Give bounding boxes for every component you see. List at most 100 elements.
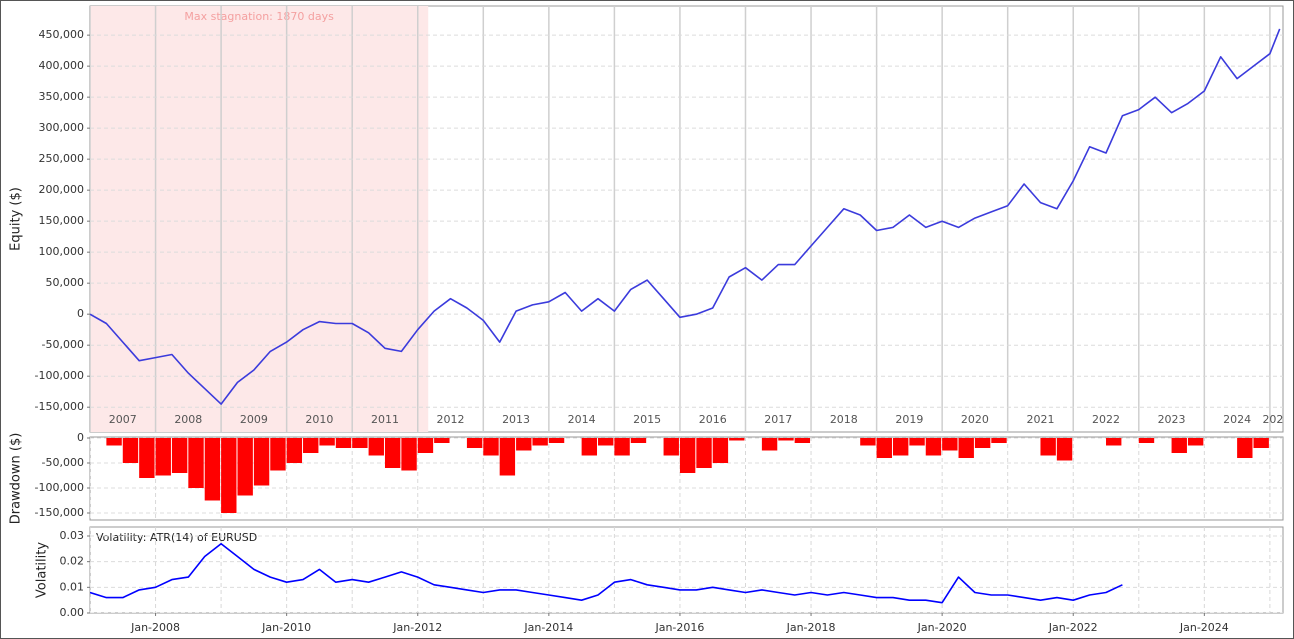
drawdown-bar [892,438,909,456]
drawdown-bar [319,438,335,446]
y-tick-label: 0.02 [60,555,85,568]
plot-area: Volatility: ATR(14) of EURUSD [90,527,1283,613]
x-tick-label: Jan-2018 [786,621,836,634]
drawdown-bar [466,438,483,448]
x-tick-label: Jan-2014 [523,621,573,634]
y-tick-label: 0.00 [60,606,85,619]
year-label: 2022 [1092,413,1120,426]
y-tick-label: 150,000 [39,214,85,227]
drawdown-bar [942,438,958,451]
year-label: 2018 [830,413,858,426]
drawdown-bar [991,438,1007,443]
year-label: 2015 [633,413,661,426]
drawdown-bar [417,438,434,453]
drawdown-bar [761,438,778,451]
x-tick-label: Jan-2010 [261,621,311,634]
y-tick-label: -100,000 [35,369,84,382]
drawdown-bar [1237,438,1253,458]
drawdown-bar [663,438,679,456]
drawdown-bar [1187,438,1204,446]
year-label: 2012 [437,413,465,426]
x-tick-label: Jan-2024 [1179,621,1229,634]
x-tick-label: Jan-2022 [1048,621,1098,634]
x-tick-label: Jan-2016 [654,621,704,634]
y-tick-label: 50,000 [46,276,85,289]
y-tick-label: 0.03 [60,529,85,542]
drawdown-bar [974,438,991,448]
y-tick-label: 350,000 [39,90,85,103]
drawdown-bar [139,438,155,478]
drawdown-bar [516,438,532,451]
drawdown-bar [794,438,811,443]
drawdown-bar [303,438,319,453]
data-line [90,542,1123,604]
y-axis-title: Equity ($) [9,187,24,251]
year-label: 2019 [895,413,923,426]
drawdown-bar [581,438,598,456]
year-label: 2016 [699,413,727,426]
y-tick-label: -150,000 [35,400,84,413]
drawdown-bar [155,438,171,476]
year-label: 2020 [961,413,989,426]
x-tick-label: Jan-2020 [917,621,967,634]
x-tick-label: Jan-2012 [392,621,442,634]
year-label: 2023 [1158,413,1186,426]
x-tick-label: Jan-2008 [130,621,180,634]
drawdown-bar [384,438,401,468]
drawdown-bar [106,438,122,446]
y-tick-label: 300,000 [39,121,85,134]
drawdown-bar [352,438,368,448]
year-label: 2014 [568,413,596,426]
drawdown-bar [221,438,237,513]
drawdown-bar [237,438,253,496]
drawdown-bar [1106,438,1122,446]
y-tick-label: -50,000 [42,456,84,469]
y-tick-label: -150,000 [35,506,84,519]
year-label: 2007 [109,413,137,426]
indicator-label: Volatility: ATR(14) of EURUSD [96,531,257,544]
drawdown-bar [1253,438,1269,448]
stagnation-label: Max stagnation: 1870 days [184,10,334,23]
drawdown-bar [253,438,270,486]
plot-area [90,437,1283,520]
year-label: 2025 [1262,413,1290,426]
drawdown-bar [434,438,450,443]
drawdown-bar [598,438,614,446]
drawdown-bar [204,438,221,501]
drawdown-bar [1056,438,1073,461]
drawdown-bar [696,438,712,468]
y-tick-label: 0 [77,307,84,320]
drawdown-bar [368,438,384,456]
y-axis-title: Drawdown ($) [9,433,24,525]
y-tick-label: 0.01 [60,580,85,593]
drawdown-bar [1138,438,1155,443]
y-tick-label: -100,000 [35,481,84,494]
drawdown-bar [499,438,516,476]
drawdown-bar [958,438,974,458]
year-label: 2013 [502,413,530,426]
y-tick-label: -50,000 [42,338,84,351]
drawdown-bar [171,438,188,473]
drawdown-bar [630,438,647,443]
drawdown-bar [1040,438,1056,456]
drawdown-bar [122,438,139,463]
year-label: 2011 [371,413,399,426]
stagnation-region [90,6,429,432]
drawdown-bar [532,438,548,446]
drawdown-bar [483,438,499,456]
year-label: 2009 [240,413,268,426]
data-line [90,28,1281,405]
y-tick-label: 0 [77,431,84,444]
year-label: 2008 [174,413,202,426]
panel [89,526,1284,614]
year-label: 2010 [305,413,333,426]
drawdown-bar [401,438,417,471]
drawdown-bar [909,438,925,446]
drawdown-bar [286,438,303,463]
plot-area: Max stagnation: 1870 days 2007 2008 2009 201… [90,6,1290,432]
drawdown-bar [1171,438,1187,453]
drawdown-bar [548,438,565,443]
y-tick-label: 100,000 [39,245,85,258]
y-tick-label: 200,000 [39,183,85,196]
year-label: 2024 [1223,413,1251,426]
